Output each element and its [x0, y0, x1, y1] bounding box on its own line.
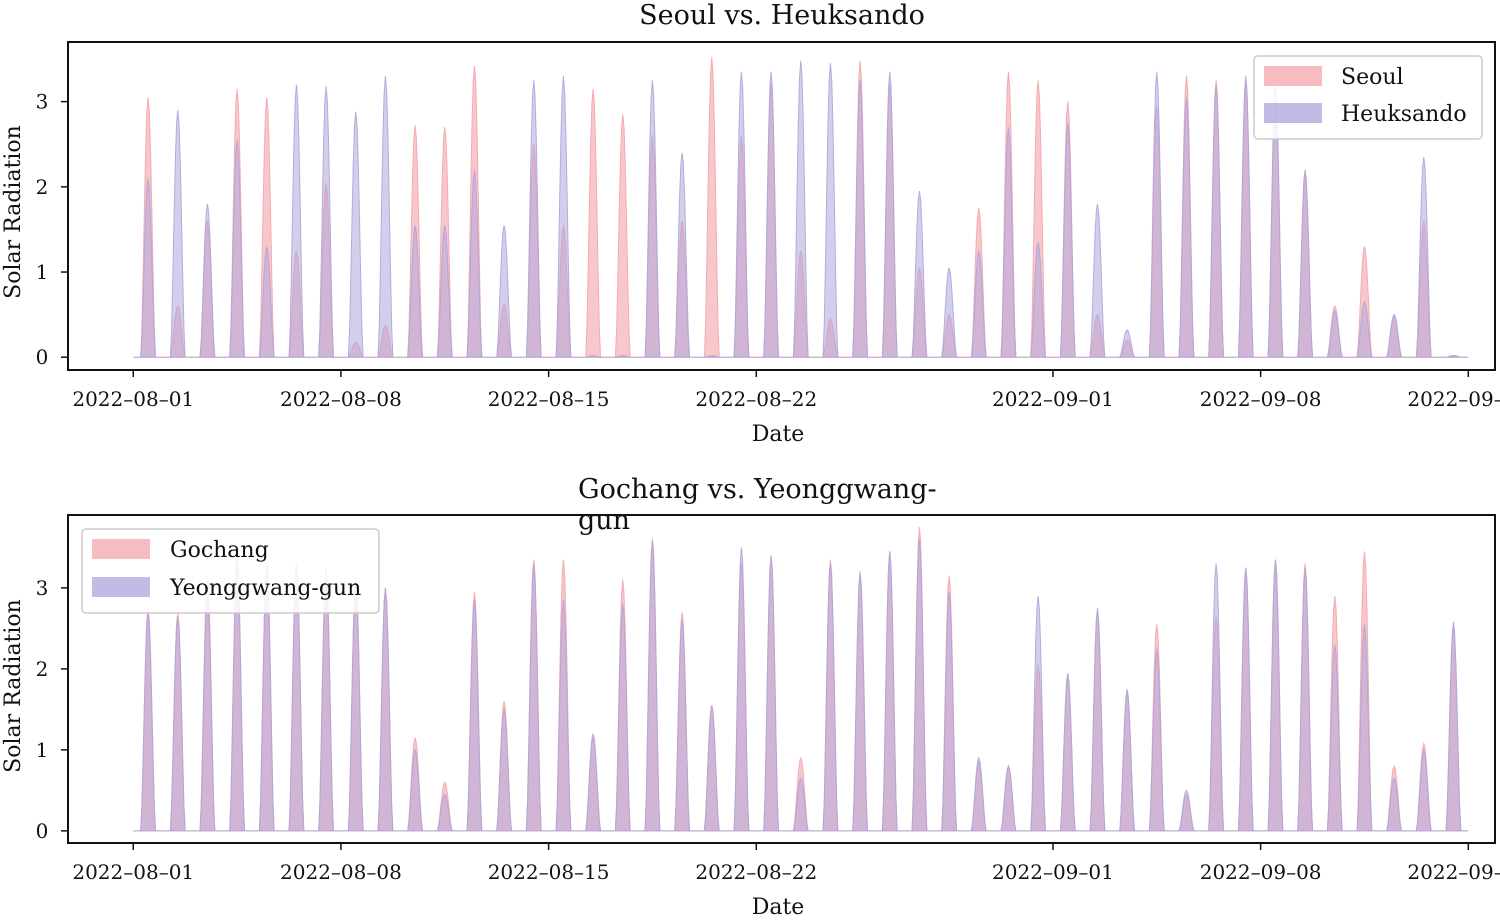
legend-label-seoul: Seoul — [1341, 65, 1404, 90]
x-tick-label: 2022–09–08 — [1200, 387, 1322, 411]
x-tick-label: 2022–08–01 — [72, 387, 194, 411]
chart-title: Gochang vs. Yeonggwang-gun — [578, 474, 937, 536]
legend-swatch-gochang — [92, 539, 150, 559]
legend-label-gochang: Gochang — [170, 538, 269, 563]
y-axis-label: Solar Radiation — [1, 599, 26, 773]
legend: Gochang Yeonggwang-gun — [81, 528, 380, 614]
y-tick-label: 1 — [36, 260, 49, 284]
y-tick-label: 1 — [36, 738, 49, 762]
chart-title: Seoul vs. Heuksando — [639, 0, 925, 31]
legend-box — [81, 528, 380, 614]
x-tick-label: 2022–09–08 — [1200, 860, 1322, 884]
x-axis-label: Date — [752, 422, 805, 447]
y-axis: 0 1 2 3 — [36, 90, 68, 369]
x-tick-label: 2022–08–01 — [72, 860, 194, 884]
x-tick-label: 2022–09–01 — [992, 387, 1114, 411]
legend-swatch-seoul — [1264, 66, 1322, 86]
chart-title-line-1: Gochang vs. Yeonggwang- — [578, 474, 937, 505]
y-tick-label: 0 — [36, 819, 49, 843]
y-axis: 0 1 2 3 — [36, 576, 68, 843]
x-tick-label: 2022–08–22 — [695, 860, 817, 884]
x-axis: 2022–08–01 2022–08–08 2022–08–15 2022–08–22… — [72, 843, 1500, 884]
y-tick-label: 3 — [36, 90, 49, 114]
y-tick-label: 3 — [36, 576, 49, 600]
y-axis-label: Solar Radiation — [1, 125, 26, 299]
x-tick-label: 2022–08–15 — [488, 860, 610, 884]
x-axis-label: Date — [752, 895, 805, 920]
chart-gochang-vs-yeonggwang: Gochang vs. Yeonggwang-gun 0 1 2 3 2022–08–… — [1, 474, 1500, 920]
area-series-heuksando — [133, 60, 1469, 358]
legend-swatch-yeonggwang-gun — [92, 577, 150, 597]
plot-frame — [67, 41, 1496, 371]
x-tick-label: 2022–09–01 — [992, 860, 1114, 884]
chart-title-line-2: gun — [578, 505, 630, 536]
x-tick-label: 2022–09–15 — [1407, 860, 1500, 884]
legend-label-heuksando: Heuksando — [1341, 102, 1467, 127]
x-axis: 2022–08–01 2022–08–08 2022–08–15 2022–08–22… — [72, 370, 1500, 411]
x-tick-label: 2022–08–15 — [488, 387, 610, 411]
y-tick-label: 2 — [36, 657, 49, 681]
area-layer — [133, 57, 1469, 358]
legend: Seoul Heuksando — [1253, 55, 1483, 140]
y-tick-label: 2 — [36, 175, 49, 199]
legend-label-yeonggwang-gun: Yeonggwang-gun — [169, 576, 361, 601]
y-tick-label: 0 — [36, 345, 49, 369]
plot-frame — [67, 514, 1496, 844]
x-tick-label: 2022–08–08 — [280, 387, 402, 411]
x-tick-label: 2022–08–08 — [280, 860, 402, 884]
x-tick-label: 2022–09–15 — [1407, 387, 1500, 411]
x-tick-label: 2022–08–22 — [695, 387, 817, 411]
legend-swatch-heuksando — [1264, 103, 1322, 123]
